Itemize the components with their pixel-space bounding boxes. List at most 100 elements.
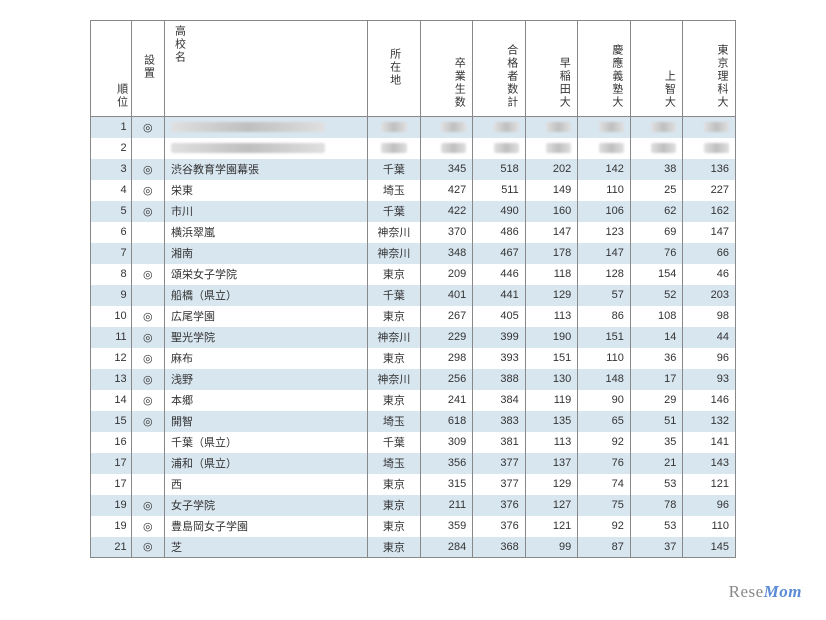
cell-sophia xyxy=(630,117,683,138)
cell-sophia: 78 xyxy=(630,495,683,516)
cell-total: 383 xyxy=(473,411,526,432)
cell-setchi: ◎ xyxy=(131,327,164,348)
cell-sophia: 38 xyxy=(630,159,683,180)
cell-total: 377 xyxy=(473,453,526,474)
header-row: 順位 設置 高校名 所在地 卒業生数 合格者数計 早稲田大 慶應義塾大 上智大 … xyxy=(91,21,736,117)
cell-waseda xyxy=(525,138,578,159)
cell-setchi xyxy=(131,474,164,495)
cell-sophia: 14 xyxy=(630,327,683,348)
cell-waseda: 151 xyxy=(525,348,578,369)
cell-grads xyxy=(420,138,473,159)
cell-rank: 14 xyxy=(91,390,132,411)
cell-loc: 東京 xyxy=(368,306,421,327)
cell-setchi: ◎ xyxy=(131,306,164,327)
cell-rika: 146 xyxy=(683,390,736,411)
cell-waseda: 119 xyxy=(525,390,578,411)
cell-keio: 74 xyxy=(578,474,631,495)
cell-sophia: 76 xyxy=(630,243,683,264)
cell-grads: 618 xyxy=(420,411,473,432)
blurred-value xyxy=(651,143,676,153)
cell-setchi xyxy=(131,285,164,306)
table-row: 7湘南神奈川3484671781477666 xyxy=(91,243,736,264)
cell-grads: 209 xyxy=(420,264,473,285)
cell-grads: 267 xyxy=(420,306,473,327)
cell-setchi: ◎ xyxy=(131,369,164,390)
cell-waseda: 130 xyxy=(525,369,578,390)
cell-keio: 148 xyxy=(578,369,631,390)
cell-setchi: ◎ xyxy=(131,495,164,516)
cell-rank: 21 xyxy=(91,537,132,558)
table-row: 13◎浅野神奈川2563881301481793 xyxy=(91,369,736,390)
blurred-value xyxy=(599,143,624,153)
cell-school: 浅野 xyxy=(165,369,368,390)
cell-waseda: 99 xyxy=(525,537,578,558)
cell-waseda: 129 xyxy=(525,285,578,306)
cell-total: 467 xyxy=(473,243,526,264)
cell-rika xyxy=(683,117,736,138)
cell-rika xyxy=(683,138,736,159)
cell-rank: 8 xyxy=(91,264,132,285)
cell-setchi: ◎ xyxy=(131,411,164,432)
cell-loc: 東京 xyxy=(368,264,421,285)
watermark-prefix: Rese xyxy=(729,582,764,601)
cell-grads: 241 xyxy=(420,390,473,411)
cell-grads: 427 xyxy=(420,180,473,201)
cell-total: 486 xyxy=(473,222,526,243)
cell-keio: 142 xyxy=(578,159,631,180)
blurred-value xyxy=(704,122,729,132)
cell-keio: 57 xyxy=(578,285,631,306)
cell-setchi: ◎ xyxy=(131,348,164,369)
blurred-value xyxy=(441,143,466,153)
cell-rank: 19 xyxy=(91,516,132,537)
table-row: 19◎女子学院東京211376127757896 xyxy=(91,495,736,516)
cell-keio: 86 xyxy=(578,306,631,327)
cell-grads: 211 xyxy=(420,495,473,516)
cell-loc: 埼玉 xyxy=(368,180,421,201)
cell-rank: 9 xyxy=(91,285,132,306)
cell-sophia: 53 xyxy=(630,474,683,495)
cell-waseda: 160 xyxy=(525,201,578,222)
cell-waseda: 178 xyxy=(525,243,578,264)
cell-loc: 千葉 xyxy=(368,201,421,222)
cell-rika: 227 xyxy=(683,180,736,201)
cell-waseda: 137 xyxy=(525,453,578,474)
cell-loc: 東京 xyxy=(368,537,421,558)
cell-loc: 東京 xyxy=(368,348,421,369)
table-row: 8◎頌栄女子学院東京20944611812815446 xyxy=(91,264,736,285)
cell-sophia: 62 xyxy=(630,201,683,222)
cell-loc: 埼玉 xyxy=(368,411,421,432)
cell-school xyxy=(165,138,368,159)
cell-rika: 93 xyxy=(683,369,736,390)
cell-rika: 136 xyxy=(683,159,736,180)
cell-keio: 65 xyxy=(578,411,631,432)
blurred-value xyxy=(171,122,325,132)
cell-keio: 151 xyxy=(578,327,631,348)
table-row: 6横浜翠嵐神奈川37048614712369147 xyxy=(91,222,736,243)
cell-total: 376 xyxy=(473,495,526,516)
cell-rika: 44 xyxy=(683,327,736,348)
cell-keio: 147 xyxy=(578,243,631,264)
cell-setchi: ◎ xyxy=(131,201,164,222)
cell-sophia: 52 xyxy=(630,285,683,306)
cell-rika: 46 xyxy=(683,264,736,285)
cell-waseda: 113 xyxy=(525,306,578,327)
cell-grads: 315 xyxy=(420,474,473,495)
cell-total: 384 xyxy=(473,390,526,411)
cell-grads: 298 xyxy=(420,348,473,369)
cell-grads xyxy=(420,117,473,138)
cell-loc xyxy=(368,138,421,159)
cell-keio: 90 xyxy=(578,390,631,411)
cell-loc: 千葉 xyxy=(368,159,421,180)
cell-keio xyxy=(578,138,631,159)
th-loc: 所在地 xyxy=(368,21,421,117)
blurred-value xyxy=(704,143,729,153)
cell-rika: 145 xyxy=(683,537,736,558)
cell-total: 490 xyxy=(473,201,526,222)
cell-waseda: 190 xyxy=(525,327,578,348)
th-rank: 順位 xyxy=(91,21,132,117)
cell-rank: 5 xyxy=(91,201,132,222)
cell-grads: 309 xyxy=(420,432,473,453)
cell-loc: 東京 xyxy=(368,390,421,411)
cell-school xyxy=(165,117,368,138)
cell-rika: 96 xyxy=(683,348,736,369)
